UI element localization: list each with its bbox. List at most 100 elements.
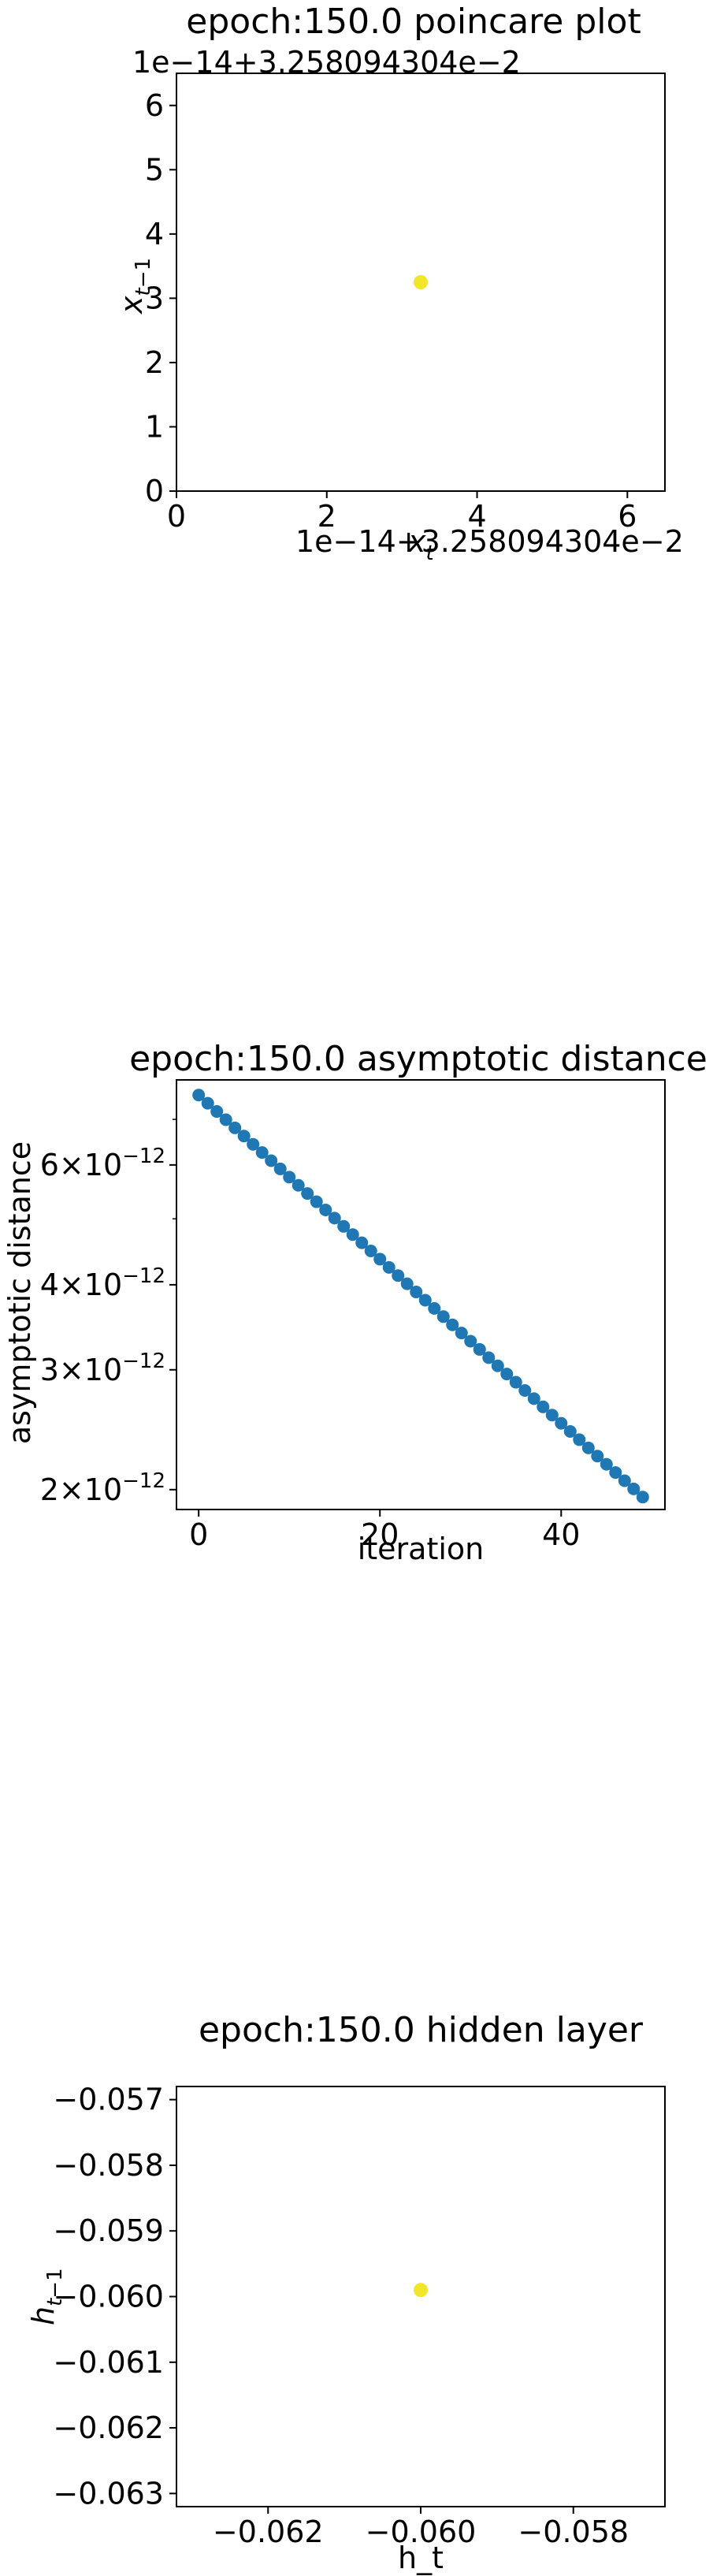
data-point: [464, 1335, 477, 1348]
data-point: [355, 1236, 369, 1249]
data-point: [210, 1105, 224, 1119]
y-tick-label: 0: [145, 474, 164, 508]
data-point: [319, 1203, 332, 1216]
y-tick-label: −0.063: [53, 2476, 164, 2511]
data-point: [527, 1392, 540, 1405]
data-point: [518, 1383, 532, 1397]
plot-area: [176, 1079, 666, 1510]
y-tick-label: −0.061: [53, 2345, 164, 2380]
data-point: [473, 1342, 486, 1356]
data-point: [201, 1096, 214, 1110]
svg-text:xt: xt: [407, 524, 435, 565]
scatter-point: [414, 275, 428, 289]
data-point: [500, 1368, 514, 1381]
data-points: [414, 275, 428, 289]
y-tick-label: −0.060: [53, 2280, 164, 2314]
data-point: [609, 1466, 622, 1480]
data-point: [555, 1416, 568, 1430]
y-tick-label: 4×10−12: [40, 1264, 165, 1302]
data-point: [509, 1375, 522, 1389]
x-tick-label: −0.060: [366, 2515, 477, 2549]
data-point: [600, 1457, 613, 1471]
y-axis-ticks: 0 1 2 3 4 5 6: [145, 88, 176, 508]
scatter-point: [414, 2283, 428, 2298]
data-point: [446, 1318, 459, 1331]
data-point: [563, 1425, 577, 1439]
x-tick-label: 0: [167, 499, 186, 534]
poincare-plot-chart: epoch:150.0 poincare plot 1e−14+3.258094…: [114, 2, 684, 565]
x-tick-label: −0.058: [518, 2515, 629, 2549]
chart-title: epoch:150.0 poincare plot: [186, 2, 641, 42]
data-point: [219, 1113, 232, 1126]
x-tick-label: 2: [318, 499, 336, 534]
data-point: [301, 1187, 314, 1201]
data-points: [192, 1089, 649, 1504]
x-axis-label: xt: [407, 524, 435, 565]
data-points: [414, 2283, 428, 2298]
data-point: [418, 1294, 432, 1307]
data-point: [636, 1491, 649, 1504]
data-point: [491, 1359, 504, 1372]
data-point: [627, 1482, 641, 1495]
x-axis-ticks: 0 2 4 6: [167, 491, 637, 534]
y-tick-label: −0.058: [53, 2148, 164, 2183]
data-point: [255, 1146, 269, 1160]
data-point: [581, 1441, 595, 1454]
y-tick-label: −0.059: [53, 2213, 164, 2248]
data-point: [591, 1450, 604, 1463]
y-tick-label: 2: [145, 345, 164, 380]
data-point: [400, 1277, 414, 1290]
data-point: [373, 1253, 387, 1266]
x-axis-ticks: 0 20 40: [189, 1509, 580, 1552]
data-point: [228, 1121, 242, 1134]
data-point: [410, 1286, 423, 1299]
y-axis-label: ht−1: [26, 2268, 67, 2325]
data-point: [292, 1178, 305, 1192]
y-tick-label: −0.062: [53, 2410, 164, 2445]
y-axis-label: asymptotic distance: [2, 1141, 37, 1444]
data-point: [537, 1400, 550, 1413]
chart-title: epoch:150.0 hidden layer: [199, 2010, 644, 2050]
y-tick-label: 5: [145, 152, 164, 187]
x-offset-label: 1e−14+3.258094304e−2: [295, 524, 684, 559]
y-tick-label: 4: [145, 217, 164, 251]
asymptotic-distance-chart: epoch:150.0 asymptotic distance 0 20 40 2×…: [2, 1039, 707, 1566]
y-tick-label: 6×10−12: [40, 1145, 165, 1182]
x-axis-label: h_t: [398, 2541, 444, 2575]
data-point: [618, 1474, 631, 1487]
y-tick-label: −0.057: [53, 2083, 164, 2117]
plot-area: [176, 73, 666, 492]
data-point: [455, 1327, 468, 1340]
data-point: [273, 1162, 287, 1175]
x-tick-label: 0: [189, 1517, 208, 1552]
data-point: [392, 1269, 405, 1282]
data-point: [382, 1260, 395, 1274]
data-point: [436, 1310, 450, 1323]
data-point: [265, 1154, 278, 1167]
data-point: [237, 1130, 251, 1143]
chart-title: epoch:150.0 asymptotic distance: [129, 1039, 707, 1079]
y-axis-ticks: 2×10−12 3×10−12 4×10−12 6×10−12: [40, 1119, 176, 1507]
svg-text:xt−1: xt−1: [114, 258, 155, 315]
data-point: [283, 1171, 296, 1184]
data-point: [337, 1219, 351, 1233]
data-point: [192, 1089, 206, 1102]
y-axis-ticks: −0.063 −0.062 −0.061 −0.060 −0.059 −0.058 −0.0…: [53, 2083, 176, 2511]
data-point: [247, 1137, 260, 1151]
y-tick-label: 3×10−12: [40, 1349, 165, 1387]
x-tick-label: −0.062: [213, 2515, 324, 2549]
data-point: [545, 1409, 559, 1422]
y-tick-label: 3: [145, 281, 164, 315]
x-tick-label: 40: [542, 1517, 580, 1552]
x-axis-ticks: −0.062 −0.060 −0.058: [213, 2507, 629, 2549]
data-point: [573, 1433, 586, 1446]
data-point: [328, 1212, 341, 1225]
y-tick-label: 6: [145, 88, 164, 123]
x-axis-label: iteration: [358, 1532, 485, 1566]
data-point: [428, 1301, 441, 1315]
data-point: [482, 1351, 496, 1364]
x-tick-label: 4: [467, 499, 486, 534]
y-tick-label: 1: [145, 409, 164, 444]
y-tick-label: 2×10−12: [40, 1469, 165, 1507]
